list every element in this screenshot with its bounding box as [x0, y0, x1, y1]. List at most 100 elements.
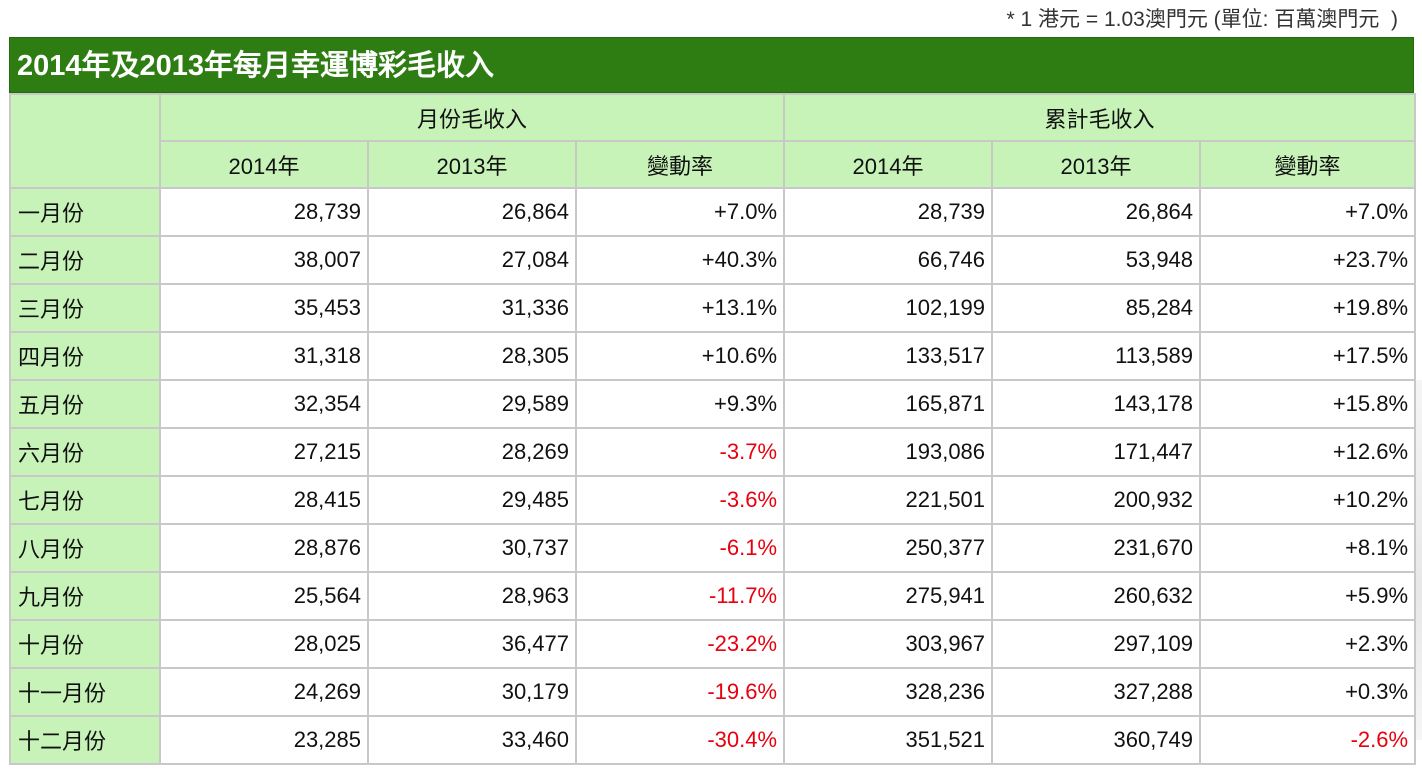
- cumulative-change-cell: -2.6%: [1199, 715, 1417, 765]
- table-row: 八月份 28,876 30,737 -6.1% 250,377 231,670 +8.1%: [9, 523, 1417, 573]
- monthly-2013-cell: 27,084: [367, 235, 577, 285]
- cumulative-change-cell: +17.5%: [1199, 331, 1417, 381]
- cumulative-2014-cell: 193,086: [783, 427, 994, 477]
- cumulative-2013-cell: 85,284: [991, 283, 1202, 333]
- monthly-2013-cell: 29,485: [367, 475, 577, 525]
- monthly-change-cell: +9.3%: [574, 379, 786, 429]
- monthly-change-cell: +10.6%: [574, 331, 786, 381]
- table-row: 一月份 28,739 26,864 +7.0% 28,739 26,864 +7.0%: [9, 187, 1417, 237]
- monthly-2014-cell: 23,285: [159, 715, 369, 765]
- cumulative-change-cell: +23.7%: [1199, 235, 1417, 285]
- monthly-2014-cell: 28,739: [159, 187, 369, 237]
- cumulative-change-cell: +12.6%: [1199, 427, 1417, 477]
- table-title: 2014年及2013年每月幸運博彩毛收入: [9, 37, 1414, 93]
- monthly-2014-header: 2014年: [159, 140, 369, 189]
- cumulative-2014-cell: 28,739: [783, 187, 994, 237]
- month-cell: 六月份: [9, 427, 161, 477]
- month-cell: 三月份: [9, 283, 161, 333]
- monthly-change-cell: -30.4%: [574, 715, 786, 765]
- month-cell: 七月份: [9, 475, 161, 525]
- monthly-revenue-group-header: 月份毛收入: [158, 93, 786, 142]
- month-header-cell: [9, 93, 161, 189]
- cumulative-2014-cell: 275,941: [783, 571, 994, 621]
- table-row: 四月份 31,318 28,305 +10.6% 133,517 113,589 +17.5…: [9, 331, 1417, 381]
- monthly-2014-cell: 27,215: [159, 427, 369, 477]
- monthly-change-cell: +40.3%: [574, 235, 786, 285]
- revenue-table-container: 2014年及2013年每月幸運博彩毛收入 月份毛收入 累計毛收入 2014年 2…: [9, 37, 1417, 765]
- cumulative-2013-cell: 171,447: [991, 427, 1202, 477]
- table-row: 十月份 28,025 36,477 -23.2% 303,967 297,109 +2.3%: [9, 619, 1417, 669]
- cumulative-2014-cell: 303,967: [783, 619, 994, 669]
- month-cell: 九月份: [9, 571, 161, 621]
- month-cell: 一月份: [9, 187, 161, 237]
- monthly-change-cell: -3.7%: [574, 427, 786, 477]
- monthly-change-cell: -19.6%: [574, 667, 786, 717]
- monthly-2013-cell: 33,460: [367, 715, 577, 765]
- table-row: 七月份 28,415 29,485 -3.6% 221,501 200,932 +10.2%: [9, 475, 1417, 525]
- table-row: 九月份 25,564 28,963 -11.7% 275,941 260,632 +5.9%: [9, 571, 1417, 621]
- cumulative-2014-cell: 133,517: [783, 331, 994, 381]
- table-row: 五月份 32,354 29,589 +9.3% 165,871 143,178 +15.8%: [9, 379, 1417, 429]
- monthly-2013-cell: 28,963: [367, 571, 577, 621]
- table-row: 三月份 35,453 31,336 +13.1% 102,199 85,284 +19.8%: [9, 283, 1417, 333]
- month-cell: 四月份: [9, 331, 161, 381]
- cumulative-2014-header: 2014年: [783, 140, 994, 189]
- monthly-2013-cell: 28,269: [367, 427, 577, 477]
- monthly-2013-cell: 29,589: [367, 379, 577, 429]
- cumulative-2013-header: 2013年: [991, 140, 1202, 189]
- cumulative-2013-cell: 53,948: [991, 235, 1202, 285]
- cumulative-2013-cell: 143,178: [991, 379, 1202, 429]
- monthly-2014-cell: 28,876: [159, 523, 369, 573]
- monthly-2014-cell: 28,415: [159, 475, 369, 525]
- monthly-2013-cell: 31,336: [367, 283, 577, 333]
- monthly-change-cell: -6.1%: [574, 523, 786, 573]
- monthly-2014-cell: 38,007: [159, 235, 369, 285]
- cumulative-2013-cell: 297,109: [991, 619, 1202, 669]
- cumulative-2014-cell: 250,377: [783, 523, 994, 573]
- monthly-2014-cell: 31,318: [159, 331, 369, 381]
- monthly-2013-cell: 30,179: [367, 667, 577, 717]
- cumulative-change-cell: +0.3%: [1199, 667, 1417, 717]
- monthly-2014-cell: 28,025: [159, 619, 369, 669]
- cumulative-2014-cell: 221,501: [783, 475, 994, 525]
- cumulative-change-cell: +7.0%: [1199, 187, 1417, 237]
- cumulative-2013-cell: 113,589: [991, 331, 1202, 381]
- table-body: 一月份 28,739 26,864 +7.0% 28,739 26,864 +7.0% 二月份…: [9, 187, 1417, 765]
- cumulative-2013-cell: 200,932: [991, 475, 1202, 525]
- cumulative-change-cell: +10.2%: [1199, 475, 1417, 525]
- cumulative-2013-cell: 26,864: [991, 187, 1202, 237]
- cumulative-2014-cell: 165,871: [783, 379, 994, 429]
- cumulative-2014-cell: 328,236: [783, 667, 994, 717]
- cumulative-change-cell: +8.1%: [1199, 523, 1417, 573]
- monthly-2013-cell: 30,737: [367, 523, 577, 573]
- month-cell: 五月份: [9, 379, 161, 429]
- cumulative-change-cell: +15.8%: [1199, 379, 1417, 429]
- monthly-2014-cell: 35,453: [159, 283, 369, 333]
- table-row: 十一月份 24,269 30,179 -19.6% 328,236 327,288 +0.3…: [9, 667, 1417, 717]
- monthly-2013-header: 2013年: [367, 140, 577, 189]
- cumulative-2013-cell: 260,632: [991, 571, 1202, 621]
- cumulative-change-header: 變動率: [1199, 140, 1417, 189]
- monthly-2014-cell: 24,269: [159, 667, 369, 717]
- cumulative-2013-cell: 327,288: [991, 667, 1202, 717]
- monthly-change-cell: +7.0%: [574, 187, 786, 237]
- cumulative-change-cell: +2.3%: [1199, 619, 1417, 669]
- gaming-revenue-table: 月份毛收入 累計毛收入 2014年 2013年 變動率 2014年 2013年 …: [9, 93, 1417, 765]
- monthly-change-header: 變動率: [574, 140, 786, 189]
- cumulative-2013-cell: 360,749: [991, 715, 1202, 765]
- monthly-change-cell: -23.2%: [574, 619, 786, 669]
- monthly-change-cell: -11.7%: [574, 571, 786, 621]
- monthly-2014-cell: 25,564: [159, 571, 369, 621]
- cumulative-change-cell: +5.9%: [1199, 571, 1417, 621]
- cumulative-change-cell: +19.8%: [1199, 283, 1417, 333]
- cumulative-2014-cell: 102,199: [783, 283, 994, 333]
- month-cell: 十一月份: [9, 667, 161, 717]
- monthly-2013-cell: 26,864: [367, 187, 577, 237]
- month-cell: 二月份: [9, 235, 161, 285]
- monthly-change-cell: -3.6%: [574, 475, 786, 525]
- table-row: 十二月份 23,285 33,460 -30.4% 351,521 360,749 -2.6…: [9, 715, 1417, 765]
- cumulative-2014-cell: 66,746: [783, 235, 994, 285]
- monthly-2014-cell: 32,354: [159, 379, 369, 429]
- cumulative-revenue-group-header: 累計毛收入: [783, 93, 1417, 142]
- monthly-2013-cell: 36,477: [367, 619, 577, 669]
